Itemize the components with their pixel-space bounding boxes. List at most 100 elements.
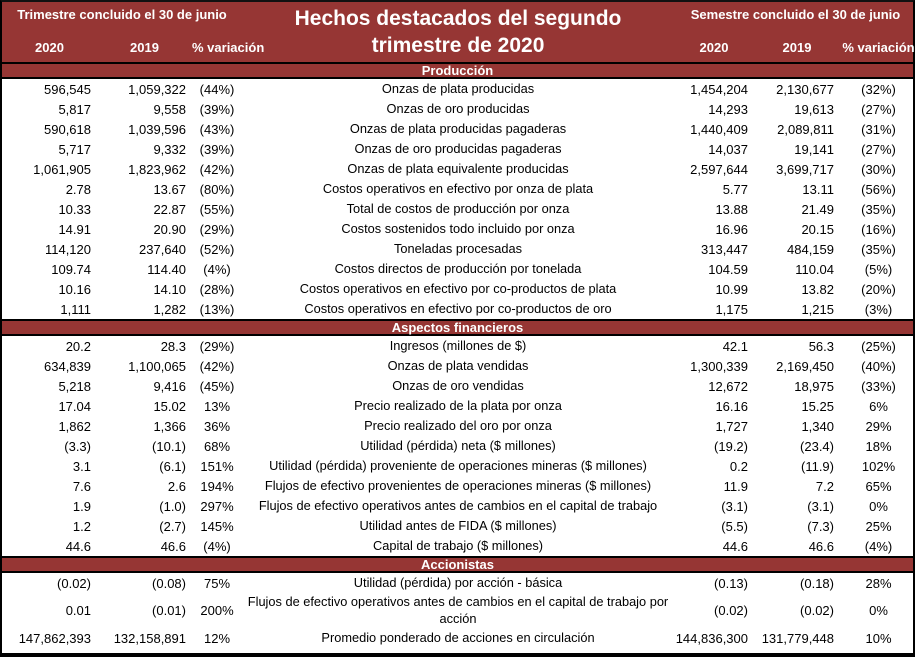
quarter-col-2019: 2019 [130,40,159,55]
q2-variation-value: (43%) [199,121,235,137]
h1-2020-value: 13.88 [715,201,748,217]
h1-2019-value: (0.18) [800,575,834,591]
q2-variation-value: (44%) [199,81,235,97]
h1-2019-value: 19,141 [794,141,834,157]
h1-2019-value: 18,975 [794,378,834,394]
table-row: 0.01 (0.01) 200% Flujos de efectivo operati… [2,593,913,629]
q2-2020-value: 7.6 [72,478,91,494]
h1-2019-value: 2,130,677 [776,81,834,97]
h1-2019-value: 7.2 [815,478,834,494]
h1-variation-value: (40%) [861,358,896,374]
h1-2020-value: (5.5) [721,518,748,534]
q2-2019-value: 1,282 [153,301,186,317]
q2-variation-value: 200% [200,603,234,619]
table-row: 14.91 20.90 (29%) Costos sostenidos todo in… [2,219,913,239]
h1-2019-value: 15.25 [801,398,834,414]
quarter-column-headers: 2020 2019 % variación [2,40,264,55]
table-row: 7.6 2.6 194% Flujos de efectivo proveniente… [2,476,913,496]
h1-2020-value: 42.1 [722,338,748,354]
table-row: 1.9 (1.0) 297% Flujos de efectivo operativo… [2,496,913,516]
report-title-line1: Hechos destacados del segundo [294,7,622,30]
q2-2019-value: 22.87 [153,201,186,217]
h1-2020-value: 1,300,339 [690,358,748,374]
h1-variation-value: 18% [865,438,892,454]
q2-2019-value: 13.67 [153,181,186,197]
h1-2019-value: (0.02) [800,603,834,619]
metric-label: Costos operativos en efectivo por co-pro… [299,280,617,296]
section-rows: (0.02) (0.08) 75% Utilidad (pérdida) por ac… [2,573,913,649]
h1-2019-value: 2,089,811 [777,121,834,137]
table-row: 17.04 15.02 13% Precio realizado de la plat… [2,396,913,416]
q2-2019-value: 132,158,891 [113,630,186,646]
q2-variation-value: (80%) [199,181,235,197]
q2-2020-value: 590,618 [44,121,91,137]
metric-label: Utilidad (pérdida) por acción - básica [353,574,563,590]
h1-variation-value: (32%) [861,81,896,97]
metric-label: Onzas de plata vendidas [387,357,529,373]
h1-variation-value: 29% [865,418,892,434]
h1-variation-value: (5%) [864,261,893,277]
q2-variation-value: (28%) [199,281,235,297]
semester-col-variation: % variación [842,40,915,55]
h1-2020-value: 14,293 [708,101,748,117]
metric-label: Toneladas procesadas [393,240,523,256]
h1-2020-value: 16.96 [715,221,748,237]
table-row: 1,111 1,282 (13%) Costos operativos en efec… [2,299,913,319]
h1-2020-value: (0.13) [714,575,748,591]
h1-variation-value: (27%) [861,141,896,157]
q2-variation-value: (52%) [199,241,235,257]
h1-variation-value: (33%) [861,378,896,394]
q2-variation-value: 12% [203,630,231,646]
h1-2020-value: 1,440,409 [690,121,748,137]
metric-label: Costos operativos en efectivo por co-pro… [304,300,612,316]
q2-2020-value: 5,817 [58,101,91,117]
h1-variation-value: 0% [869,498,888,514]
semester-period-header: Semestre concluido el 30 de junio 2020 2… [674,2,915,62]
report-header: Trimestre concluido el 30 de junio 2020 … [2,2,915,62]
h1-2019-value: (3.1) [807,498,834,514]
h1-2019-value: 21.49 [801,201,834,217]
h1-variation-value: (16%) [861,221,896,237]
h1-2019-value: 2,169,450 [776,358,834,374]
q2-variation-value: (42%) [199,358,235,374]
h1-variation-value: 6% [869,398,888,414]
report-title: Hechos destacados del segundo trimestre … [242,2,674,62]
metric-label: Total de costos de producción por onza [346,200,570,216]
h1-variation-value: 102% [861,458,896,474]
q2-2020-value: 114,120 [44,241,91,257]
metric-label: Precio realizado del oro por onza [364,417,552,433]
table-row: 20.2 28.3 (29%) Ingresos (millones de $) 42.… [2,336,913,356]
q2-2019-value: 9,332 [153,141,186,157]
h1-2020-value: 1,175 [715,301,748,317]
q2-2019-value: 1,366 [153,418,186,434]
q2-2020-value: 44.6 [65,538,91,554]
q2-variation-value: (55%) [199,201,235,217]
q2-2020-value: 2.78 [65,181,91,197]
q2-2020-value: 20.2 [65,338,91,354]
q2-variation-value: 13% [203,398,231,414]
h1-variation-value: 25% [865,518,892,534]
h1-2019-value: (7.3) [807,518,834,534]
h1-2020-value: 12,672 [708,378,748,394]
metric-label: Flujos de efectivo operativos antes de c… [258,497,658,513]
metric-label: Costos operativos en efectivo por onza d… [322,180,594,196]
h1-variation-value: (4%) [864,538,893,554]
table-row: 10.33 22.87 (55%) Total de costos de produc… [2,199,913,219]
h1-variation-value: (20%) [861,281,896,297]
q2-variation-value: (42%) [199,161,235,177]
q2-2020-value: 5,218 [58,378,91,394]
q2-2019-value: (6.1) [159,458,186,474]
h1-2019-value: 19,613 [794,101,834,117]
table-row: 2.78 13.67 (80%) Costos operativos en efect… [2,179,913,199]
q2-2019-value: (0.01) [152,603,186,619]
metric-label: Onzas de oro vendidas [392,377,524,393]
section-rows: 596,545 1,059,322 (44%) Onzas de plata prod… [2,79,913,319]
report-title-line2: trimestre de 2020 [371,34,545,57]
q2-2019-value: 20.90 [153,221,186,237]
metric-label: Onzas de oro producidas pagaderas [354,140,562,156]
q2-2019-value: 237,640 [139,241,186,257]
table-row: 634,839 1,100,065 (42%) Onzas de plata vend… [2,356,913,376]
h1-variation-value: 28% [865,575,892,591]
table-row: 5,218 9,416 (45%) Onzas de oro vendidas 12,6… [2,376,913,396]
h1-2020-value: 2,597,644 [690,161,748,177]
